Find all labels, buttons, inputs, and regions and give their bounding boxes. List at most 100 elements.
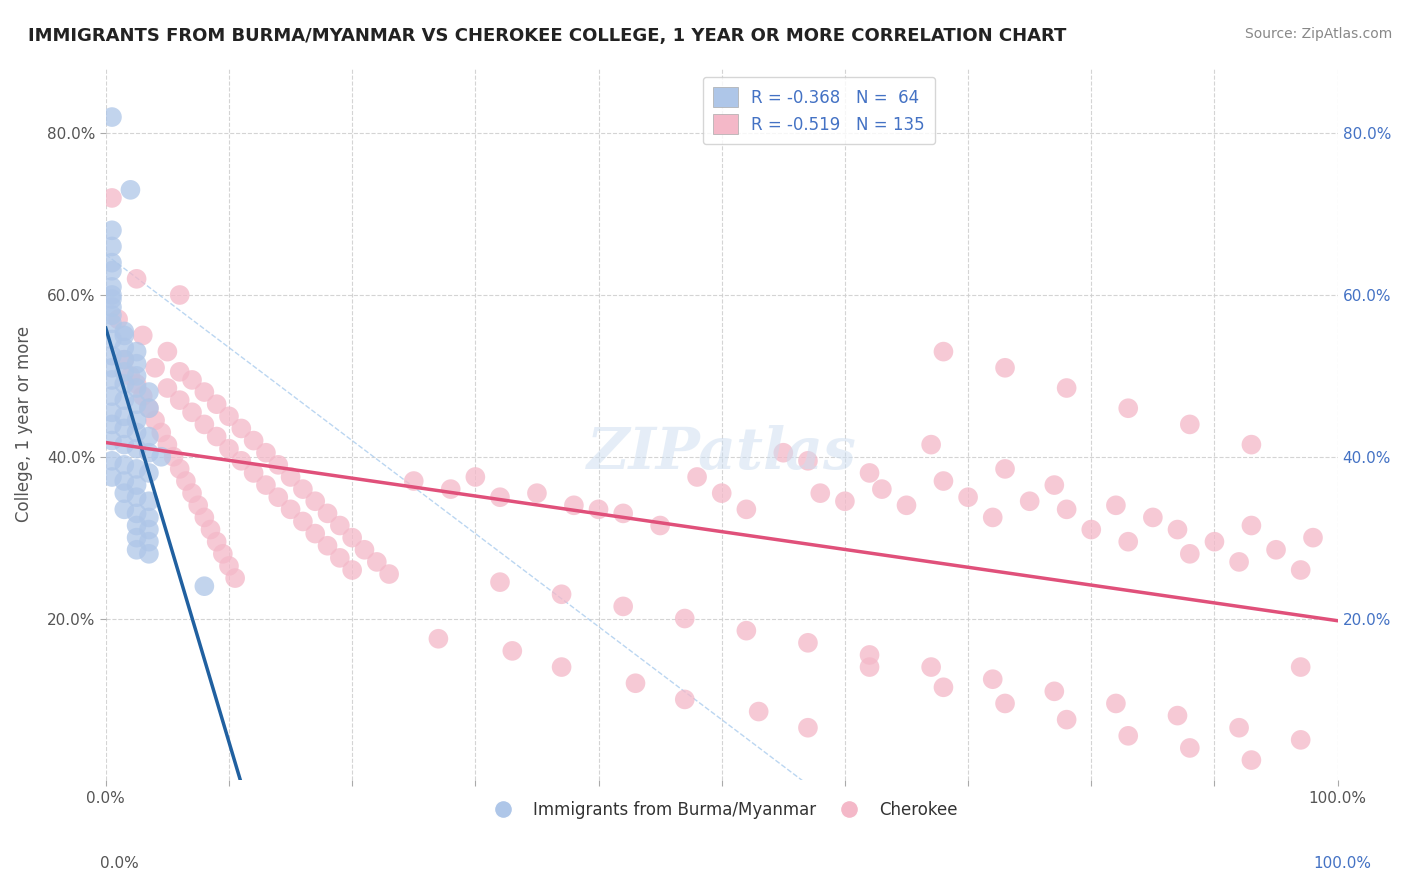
Y-axis label: College, 1 year or more: College, 1 year or more (15, 326, 32, 523)
Point (710, 486, 733, 500)
Point (526, 486, 548, 500)
Point (138, 429, 160, 443)
Point (200, 523, 222, 537)
Point (193, 385, 215, 400)
Point (280, 470, 302, 484)
Point (231, 454, 253, 468)
Point (291, 515, 314, 529)
Point (162, 450, 184, 464)
Point (402, 474, 425, 488)
Point (138, 494, 160, 508)
Point (218, 558, 240, 573)
Point (994, 462, 1017, 476)
Point (156, 381, 179, 395)
Point (150, 425, 173, 440)
Point (242, 466, 264, 480)
Point (125, 368, 148, 383)
Point (550, 660, 572, 674)
Point (427, 632, 450, 646)
Point (138, 446, 160, 460)
Point (205, 397, 228, 411)
Point (624, 676, 647, 690)
Point (125, 272, 148, 286)
Point (1142, 510, 1164, 524)
Point (181, 405, 204, 419)
Point (112, 458, 135, 472)
Point (797, 721, 820, 735)
Point (588, 502, 610, 516)
Point (858, 648, 880, 662)
Point (1178, 547, 1201, 561)
Point (378, 567, 401, 582)
Point (329, 518, 352, 533)
Point (156, 437, 179, 451)
Point (101, 288, 124, 302)
Point (858, 660, 880, 674)
Point (1105, 697, 1128, 711)
Point (169, 365, 191, 379)
Point (112, 376, 135, 391)
Point (834, 494, 856, 508)
Point (101, 434, 124, 448)
Point (138, 401, 160, 416)
Point (291, 482, 314, 496)
Point (489, 490, 512, 504)
Point (107, 312, 129, 326)
Point (1043, 684, 1066, 698)
Point (1056, 381, 1078, 395)
Point (797, 454, 820, 468)
Point (612, 599, 634, 614)
Point (101, 360, 124, 375)
Point (112, 393, 135, 408)
Point (1043, 478, 1066, 492)
Point (254, 446, 277, 460)
Point (242, 434, 264, 448)
Point (112, 352, 135, 367)
Point (550, 587, 572, 601)
Point (101, 110, 124, 124)
Point (181, 373, 204, 387)
Point (797, 636, 820, 650)
Point (231, 421, 253, 435)
Point (138, 401, 160, 416)
Point (489, 575, 512, 590)
Point (316, 507, 339, 521)
Point (920, 437, 942, 451)
Point (193, 417, 215, 432)
Point (112, 437, 135, 451)
Point (329, 550, 352, 565)
Point (1080, 523, 1102, 537)
Point (1166, 708, 1188, 723)
Point (112, 341, 135, 355)
Point (1105, 498, 1128, 512)
Point (304, 526, 326, 541)
Point (101, 300, 124, 314)
Point (112, 421, 135, 435)
Point (353, 542, 375, 557)
Point (440, 482, 463, 496)
Point (125, 397, 148, 411)
Point (870, 482, 893, 496)
Point (254, 478, 277, 492)
Point (316, 539, 339, 553)
Point (932, 474, 955, 488)
Point (138, 534, 160, 549)
Point (125, 357, 148, 371)
Point (1289, 563, 1312, 577)
Point (112, 486, 135, 500)
Point (1116, 534, 1139, 549)
Point (896, 498, 918, 512)
Point (1240, 437, 1263, 451)
Point (138, 523, 160, 537)
Point (132, 328, 155, 343)
Point (1302, 531, 1324, 545)
Point (808, 486, 831, 500)
Point (138, 547, 160, 561)
Point (125, 531, 148, 545)
Point (169, 462, 191, 476)
Point (125, 344, 148, 359)
Point (1018, 494, 1040, 508)
Point (125, 478, 148, 492)
Text: Source: ZipAtlas.com: Source: ZipAtlas.com (1244, 27, 1392, 41)
Point (1204, 534, 1226, 549)
